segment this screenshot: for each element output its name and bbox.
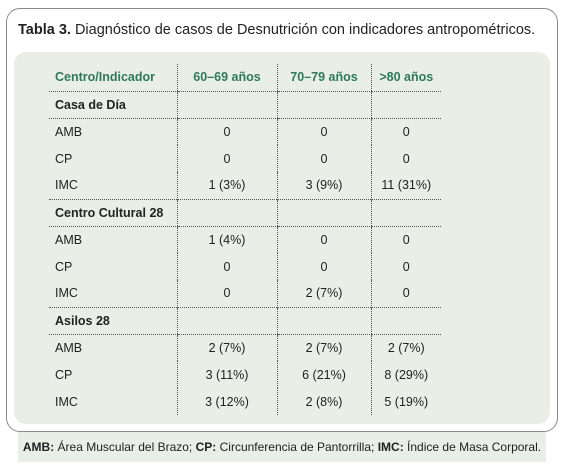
caption-text: Diagnóstico de casos de Desnutrición con…	[70, 22, 536, 38]
indicator-cell: IMC	[55, 286, 78, 301]
footnote-text: Circunferencia de Pantorrilla;	[216, 440, 378, 454]
indicator-cell: CP	[55, 367, 73, 382]
value-70-79: 6 (21%)	[276, 361, 371, 388]
value-60-69: 0	[176, 253, 277, 280]
value-80-plus: 0	[370, 145, 441, 172]
value-60-69: 3 (12%)	[176, 388, 277, 415]
value-80-plus: 2 (7%)	[370, 334, 441, 361]
value-70-79: 0	[276, 226, 371, 253]
value-70-79: 2 (7%)	[276, 334, 371, 361]
footnote-abbr: IMC:	[377, 440, 404, 454]
value-80-plus: 0	[370, 226, 441, 253]
table-row: IMC 1 (3%) 3 (9%) 11 (31%)	[49, 172, 441, 199]
value-80-plus: 5 (19%)	[370, 388, 441, 415]
group-empty-cell	[176, 90, 277, 119]
value-60-69: 2 (7%)	[176, 334, 277, 361]
footnote-abbr: AMB:	[22, 440, 55, 454]
table-row: CP 0 0 0	[49, 253, 441, 280]
table-row: CP 3 (11%) 6 (21%) 8 (29%)	[49, 361, 441, 388]
indicator-cell: AMB	[55, 340, 83, 355]
data-table: Centro/Indicador 60–69 años 70–79 años >…	[49, 64, 441, 415]
header-60-69: 60–69 años	[176, 64, 277, 92]
value-70-79: 3 (9%)	[276, 172, 371, 199]
header-80-plus: >80 años	[370, 64, 441, 92]
value-80-plus: 11 (31%)	[370, 172, 441, 199]
group-row: Asilos 28	[49, 306, 441, 335]
indicator-cell: AMB	[55, 232, 83, 247]
table-row: AMB 2 (7%) 2 (7%) 2 (7%)	[49, 334, 441, 361]
value-60-69: 3 (11%)	[176, 361, 277, 388]
value-60-69: 0	[176, 145, 277, 172]
table-row: CP 0 0 0	[49, 145, 441, 172]
group-name: Centro Cultural 28	[49, 198, 177, 227]
value-80-plus: 0	[370, 253, 441, 280]
value-60-69: 0	[176, 280, 277, 307]
value-70-79: 0	[276, 145, 371, 172]
group-name: Asilos 28	[49, 306, 177, 335]
group-empty-cell	[276, 198, 371, 227]
indicator-cell: CP	[55, 151, 73, 166]
group-empty-cell	[370, 90, 441, 119]
value-60-69: 1 (3%)	[176, 172, 277, 199]
footnote-text: Índice de Masa Corporal.	[403, 440, 542, 454]
group-empty-cell	[370, 198, 441, 227]
value-60-69: 0	[176, 118, 277, 145]
table-header-row: Centro/Indicador 60–69 años 70–79 años >…	[49, 64, 441, 92]
value-80-plus: 8 (29%)	[370, 361, 441, 388]
group-empty-cell	[276, 90, 371, 119]
table-footnote: AMB: Área Muscular del Brazo; CP: Circun…	[18, 432, 546, 462]
group-name: Casa de Día	[49, 90, 177, 119]
group-row: Casa de Día	[49, 90, 441, 119]
indicator-cell: IMC	[55, 394, 78, 409]
group-row: Centro Cultural 28	[49, 198, 441, 227]
footnote-abbr: CP:	[195, 440, 217, 454]
value-80-plus: 0	[370, 118, 441, 145]
table-row: IMC 0 2 (7%) 0	[49, 280, 441, 307]
table-row: IMC 3 (12%) 2 (8%) 5 (19%)	[49, 388, 441, 415]
value-70-79: 2 (8%)	[276, 388, 371, 415]
indicator-cell: IMC	[55, 178, 78, 193]
header-centro-indicador: Centro/Indicador	[49, 64, 177, 92]
table-body: Casa de Día AMB 0 0 0 CP 0 0 0 IMC 1 (3%) 3 (9%) 11 …	[49, 90, 441, 415]
value-60-69: 1 (4%)	[176, 226, 277, 253]
group-empty-cell	[176, 198, 277, 227]
table-caption: Tabla 3. Diagnóstico de casos de Desnutr…	[18, 22, 535, 38]
value-70-79: 0	[276, 118, 371, 145]
group-empty-cell	[276, 306, 371, 335]
table-row: AMB 0 0 0	[49, 118, 441, 145]
header-70-79: 70–79 años	[276, 64, 371, 92]
group-empty-cell	[370, 306, 441, 335]
value-70-79: 0	[276, 253, 371, 280]
value-70-79: 2 (7%)	[276, 280, 371, 307]
caption-label: Tabla 3.	[18, 22, 71, 38]
value-80-plus: 0	[370, 280, 441, 307]
indicator-cell: AMB	[55, 124, 83, 139]
group-empty-cell	[176, 306, 277, 335]
indicator-cell: CP	[55, 259, 73, 274]
footnote-text: Área Muscular del Brazo;	[54, 440, 196, 454]
table-row: AMB 1 (4%) 0 0	[49, 226, 441, 253]
